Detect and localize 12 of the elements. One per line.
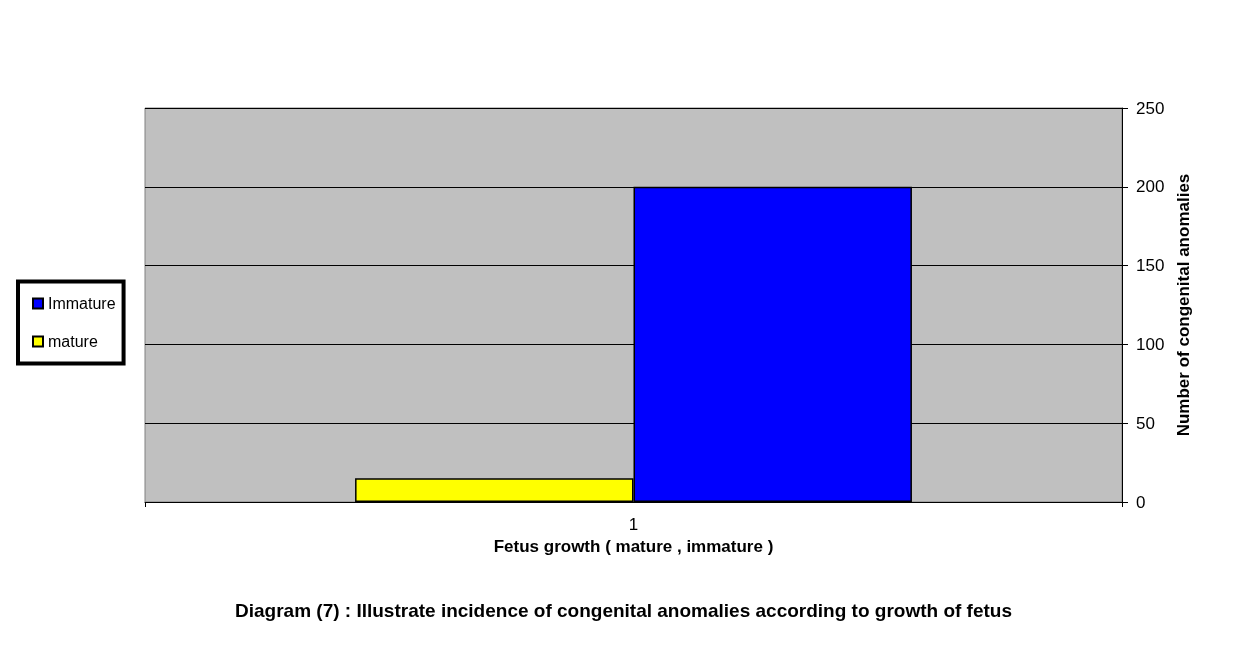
y-axis-title: Number of congenital anomalies [1174, 173, 1194, 437]
x-tick-label: 1 [628, 515, 639, 534]
x-axis-title: Fetus growth ( mature , immature ) [493, 536, 774, 556]
y-tick-label: 250 [1136, 98, 1165, 118]
y-tick-label: 50 [1136, 413, 1155, 433]
y-tick-label: 100 [1136, 334, 1165, 354]
text: Diagram (7) : Illustrate incidence of congenital anomalies according to growth of fetus [234, 600, 1013, 621]
y-tick-label: 0 [1136, 492, 1146, 512]
legend-label: mature [48, 333, 98, 350]
y-tick-label: 150 [1136, 256, 1165, 276]
y-tick-label: 200 [1136, 177, 1165, 197]
legend-label: Immature [48, 295, 116, 312]
